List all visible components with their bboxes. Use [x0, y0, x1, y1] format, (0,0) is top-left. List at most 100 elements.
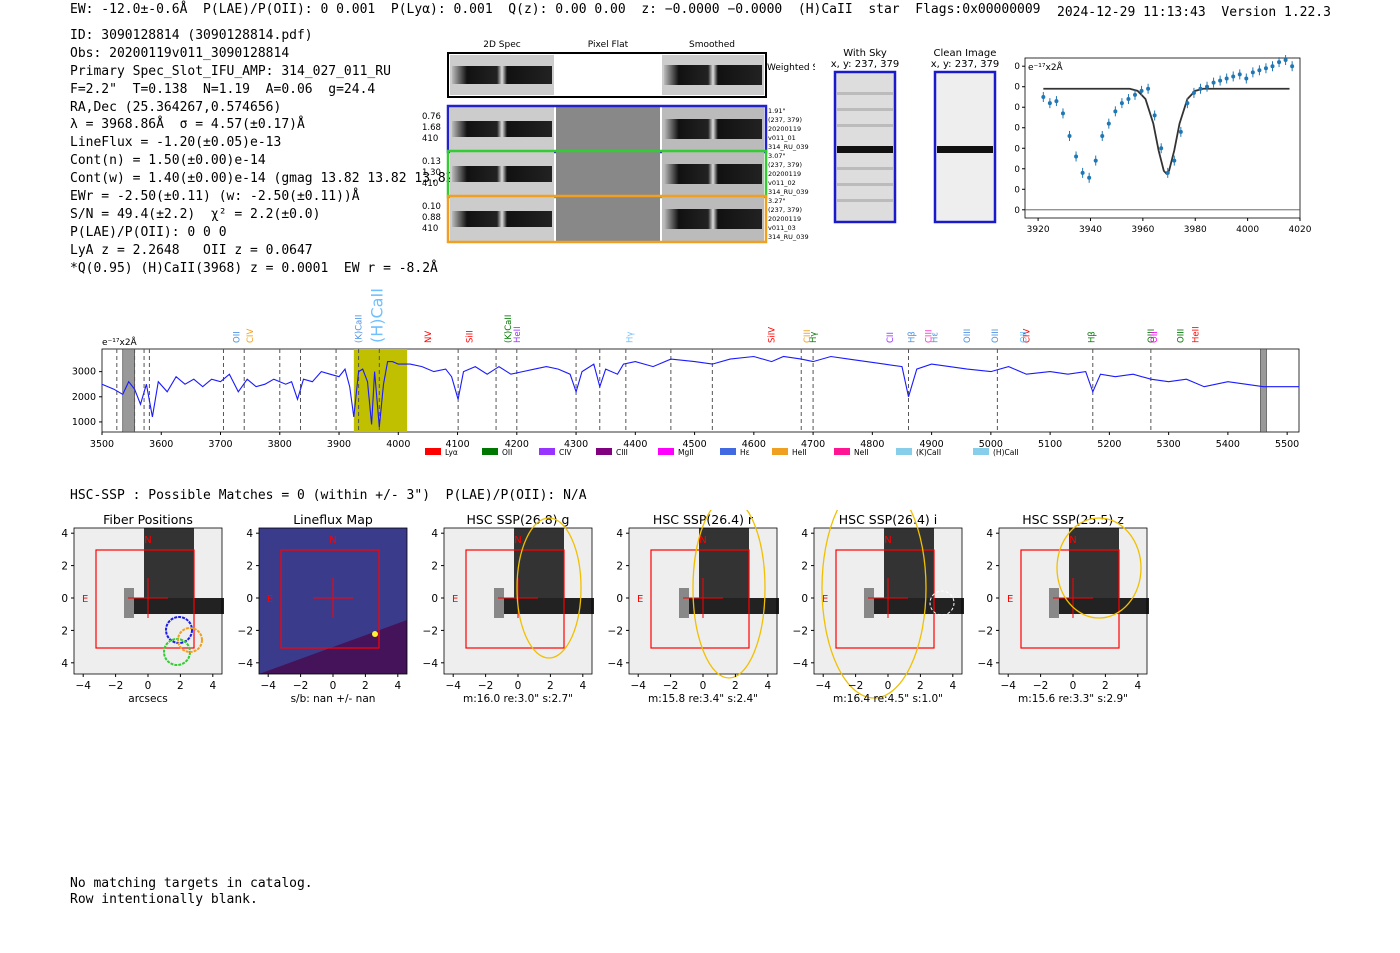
fiber-pixel-flat: [556, 107, 660, 151]
y-tick-label: 1000: [72, 417, 96, 428]
x-tick-label: −2: [293, 680, 308, 692]
data-point: [1211, 77, 1216, 88]
with-sky-image: [833, 70, 897, 224]
spectral-line-label: Hε: [931, 332, 941, 343]
y-tick-label: −4: [238, 658, 254, 670]
x-tick-label: −4: [445, 680, 461, 692]
star-trail: [504, 598, 594, 614]
data-point: [1054, 96, 1059, 107]
star-halo: [1049, 588, 1059, 618]
fiber-meta: 20200119: [768, 170, 801, 178]
x-tick-label: 5200: [1097, 439, 1121, 450]
spectral-line-label: OII: [233, 331, 243, 343]
x-tick-label: 0: [145, 680, 152, 692]
spectral-line-label: CIV: [1022, 329, 1032, 343]
legend-item: CIV: [539, 448, 572, 457]
legend-item: MgII: [658, 448, 694, 457]
svg-text:Lyα: Lyα: [445, 448, 458, 457]
y-tick-label: 2000: [72, 392, 96, 403]
star-trail: [689, 598, 779, 614]
x-tick-label: 4: [209, 680, 216, 692]
spectral-line-label: Hγ: [809, 332, 819, 343]
y-tick-label: −2: [238, 625, 253, 637]
spectral-line-label: CIII: [803, 330, 813, 343]
spectral-line-label: SiIV: [768, 327, 778, 343]
masked-band: [1260, 348, 1267, 433]
data-point: [1237, 69, 1242, 80]
x-tick-label: 4: [1134, 680, 1141, 692]
stamp-caption: m:16.4 re:4.5" s:1.0": [833, 693, 943, 705]
info-line: Cont(n) = 1.50(±0.00)e-14: [70, 153, 266, 169]
x-tick-label: −2: [848, 680, 863, 692]
data-point: [1244, 73, 1249, 84]
source-ellipse: [821, 510, 927, 699]
spectral-line-label: SiII: [465, 330, 475, 343]
fiber-smoothed-trace: [664, 164, 762, 184]
fiber-meta: 1.91": [768, 107, 785, 115]
y-tick-label: −4: [423, 658, 439, 670]
data-point: [1133, 89, 1137, 100]
east-label: E: [822, 594, 828, 605]
east-label: E: [82, 594, 88, 605]
data-point: [1119, 98, 1124, 109]
y-tick-label: 0: [616, 593, 623, 605]
x-tick-label: 4300: [564, 439, 588, 450]
legend-item: Hε: [720, 448, 750, 457]
weighted-label: Weighted Sum: [767, 63, 815, 73]
east-label: E: [452, 594, 458, 605]
y-tick-label: 1000: [1015, 165, 1020, 175]
data-point: [1060, 108, 1065, 119]
spectral-line-label: HeII: [1191, 326, 1201, 343]
source-ellipse: [1056, 517, 1142, 619]
x-tick-label: 2: [732, 680, 739, 692]
x-tick-label: 4: [394, 680, 401, 692]
x-tick-label: 4: [949, 680, 956, 692]
x-tick-label: 4000: [1236, 225, 1259, 233]
y-tick-label: 1500: [1015, 144, 1020, 154]
x-tick-label: 3940: [1079, 225, 1102, 233]
aperture-box: [1020, 549, 1120, 649]
plot-area: [1024, 57, 1301, 219]
north-label: N: [144, 535, 151, 546]
x-tick-label: −4: [75, 680, 91, 692]
y-tick-label: 2: [616, 561, 623, 573]
y-tick-label: 2: [431, 561, 438, 573]
spectral-line-label: NV: [424, 331, 434, 343]
x-tick-label: 3920: [1027, 225, 1050, 233]
north-label: N: [699, 535, 706, 546]
fiber-smoothed-trace: [664, 209, 762, 229]
data-point: [1172, 155, 1177, 166]
north-label: N: [329, 535, 336, 546]
stamp-title: HSC SSP(26.4) r: [653, 512, 754, 527]
svg-text:Hε: Hε: [740, 448, 750, 457]
star-core: [514, 528, 564, 598]
x-tick-label: 4: [764, 680, 771, 692]
x-tick-label: 2: [1102, 680, 1109, 692]
data-point: [1205, 81, 1210, 92]
with-sky-title: With Sky: [843, 48, 887, 59]
fiber-meta: (237, 379): [768, 206, 802, 214]
east-label: E: [267, 594, 273, 605]
data-point: [1178, 126, 1183, 137]
info-line: Primary Spec_Slot_IFU_AMP: 314_027_011_R…: [70, 63, 391, 79]
stamp-title: HSC SSP(26.4) i: [839, 512, 937, 527]
data-point: [1047, 98, 1052, 109]
stamp-caption: arcsecs: [128, 693, 167, 705]
spectral-line-label: OII: [1150, 331, 1160, 343]
legend-item: CIII: [596, 448, 628, 457]
data-point: [1100, 130, 1105, 141]
data-point: [1231, 71, 1236, 82]
info-line: RA,Dec (25.364267,0.574656): [70, 99, 282, 115]
legend-item: HeII: [772, 448, 807, 457]
x-tick-label: 3960: [1131, 225, 1154, 233]
footer-line-2: Row intentionally blank.: [70, 891, 258, 907]
spectral-line-label: CIV: [246, 329, 256, 343]
data-point: [1263, 63, 1268, 74]
y-tick-label: −2: [793, 625, 808, 637]
fiber-stat: 0.13: [422, 157, 441, 167]
data-point: [1087, 172, 1092, 183]
stamp-caption: m:15.6 re:3.3" s:2.9": [1018, 693, 1128, 705]
x-tick-label: −2: [478, 680, 493, 692]
fiber-circle: [177, 627, 203, 653]
